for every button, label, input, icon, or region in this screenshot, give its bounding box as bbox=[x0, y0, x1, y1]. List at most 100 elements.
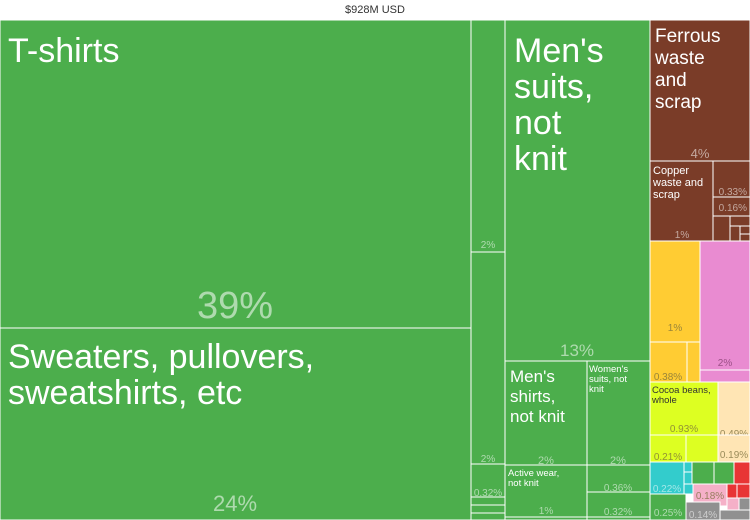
treemap-cell-minor bbox=[738, 497, 750, 511]
treemap-cell-label: Women's suits, not knit bbox=[589, 364, 628, 395]
treemap-cell-rect bbox=[717, 381, 750, 436]
treemap-cell-minor bbox=[736, 483, 750, 499]
treemap-cell-rect bbox=[504, 360, 588, 466]
treemap-cell-label-line: Women's bbox=[589, 364, 628, 375]
treemap-cell-rect bbox=[470, 251, 506, 465]
treemap-cell-rect bbox=[0, 19, 472, 329]
treemap-cell-minor bbox=[726, 483, 738, 499]
treemap-cell-label-line: sweatshirts, etc bbox=[8, 374, 242, 412]
treemap-cell-label: T-shirts bbox=[8, 32, 119, 70]
treemap-cell: 0.33% bbox=[712, 160, 750, 198]
treemap-cell-value: 0.36% bbox=[604, 483, 632, 494]
treemap-cell-label: Men's shirts, not knit bbox=[510, 367, 565, 426]
treemap-cell-rect bbox=[0, 327, 472, 520]
treemap-cell-value: 1% bbox=[675, 230, 690, 241]
treemap-cell: Men's shirts, not knit 2% bbox=[504, 360, 588, 467]
treemap-cell-rect bbox=[586, 491, 651, 518]
treemap-cell: T-shirts 39% bbox=[0, 19, 472, 329]
treemap-cell-rect bbox=[586, 360, 651, 466]
treemap-cell-rect bbox=[504, 19, 651, 362]
treemap-cell-label: Cocoa beans, whole bbox=[651, 385, 711, 406]
treemap-cell-minor bbox=[470, 512, 506, 520]
treemap-cell-rect bbox=[649, 434, 687, 463]
treemap-cell: 0.16% bbox=[712, 196, 750, 217]
treemap-cell: 0.14% bbox=[685, 501, 721, 520]
treemap-cell: 0.49% bbox=[717, 381, 750, 440]
treemap-cell-minor bbox=[713, 461, 735, 485]
treemap-cell-label-line: not knit bbox=[508, 478, 539, 489]
treemap-cell-minor bbox=[691, 461, 715, 485]
treemap-cell-minor bbox=[739, 233, 750, 242]
treemap-cell-rect bbox=[712, 196, 750, 217]
treemap-cell-value: 0.18% bbox=[696, 491, 724, 502]
treemap-cell-value: 2% bbox=[538, 455, 554, 467]
treemap-cell: 0.22% bbox=[649, 461, 685, 495]
treemap-cell-minor bbox=[686, 341, 701, 383]
treemap-cell: 2% bbox=[699, 240, 750, 371]
treemap-cell-value: 24% bbox=[213, 491, 257, 516]
treemap-cell-value: 1% bbox=[668, 323, 683, 334]
treemap-cell-label-line: not knit bbox=[510, 407, 565, 426]
treemap-cell-value: 0.38% bbox=[654, 372, 682, 383]
treemap-cell-value: 0.32% bbox=[604, 507, 632, 518]
treemap-cell-minor bbox=[685, 434, 719, 463]
treemap-cell: Women's suits, not knit 2% bbox=[586, 360, 651, 467]
treemap-cell-value: 0.33% bbox=[719, 187, 747, 198]
treemap-cell: Copper waste and scrap 1% bbox=[649, 160, 714, 242]
treemap-cell: Men's suits, not knit 13% bbox=[504, 19, 651, 362]
treemap-cell-value: 0.93% bbox=[670, 424, 698, 435]
treemap-cell-label: Active wear, not knit bbox=[508, 468, 559, 489]
treemap-cell-label: Men's suits, not knit bbox=[514, 32, 604, 178]
treemap-cell-rect bbox=[504, 464, 588, 518]
treemap-cell: 0.19% bbox=[717, 434, 750, 463]
treemap-cell-label-line: Cocoa beans, bbox=[652, 385, 711, 396]
treemap-cell-minor bbox=[683, 461, 693, 473]
treemap-cell-label-line: Copper bbox=[653, 165, 689, 177]
treemap-cell-value: 0.14% bbox=[689, 510, 717, 520]
treemap-cell-rect bbox=[586, 464, 651, 493]
treemap-cell-rect bbox=[717, 434, 750, 463]
treemap-cell-label-line: scrap bbox=[655, 92, 701, 113]
treemap-cell-label-line: scrap bbox=[653, 189, 680, 201]
treemap-cell-minor bbox=[729, 225, 741, 242]
treemap-cell-value: 0.16% bbox=[719, 203, 747, 214]
chart-total-title: $928M USD bbox=[345, 4, 405, 16]
treemap-cell-label-line: Men's bbox=[510, 367, 555, 386]
treemap-cell-label-line: and bbox=[655, 70, 687, 91]
treemap-cell-minor bbox=[719, 509, 750, 520]
treemap-cell-minor bbox=[739, 225, 750, 235]
treemap-cell-minor bbox=[683, 483, 694, 495]
treemap-cell-label-line: suits, bbox=[514, 68, 593, 106]
treemap-cell: 0.36% bbox=[586, 464, 651, 494]
treemap-cell-label: Copper waste and scrap bbox=[652, 165, 703, 201]
treemap-cell: Ferrous waste and scrap 4% bbox=[649, 19, 750, 162]
treemap-cell-minor bbox=[683, 471, 693, 485]
treemap-cell-value: 39% bbox=[197, 285, 273, 327]
treemap-cell-value: 2% bbox=[610, 455, 626, 467]
treemap-cell-label-line: waste and bbox=[652, 177, 703, 189]
treemap-cell-value: 0.21% bbox=[654, 452, 682, 463]
treemap-cell-minor bbox=[470, 504, 506, 514]
treemap-cell-value: 0.19% bbox=[720, 450, 748, 461]
treemap-cell-value: 13% bbox=[560, 341, 594, 360]
treemap-cell-label-line: T-shirts bbox=[8, 32, 119, 70]
treemap-cell-label: Sweaters, pullovers, sweatshirts, etc bbox=[8, 338, 314, 412]
treemap-cell-value: 4% bbox=[691, 146, 710, 161]
treemap-cell-label-line: suits, not bbox=[589, 374, 627, 385]
treemap-cell-label: Ferrous waste and scrap bbox=[654, 26, 720, 113]
treemap-cell-minor bbox=[699, 369, 750, 383]
treemap-cell: 2% bbox=[470, 251, 506, 465]
treemap-cell-minor bbox=[729, 215, 750, 227]
treemap-cell-label-line: Sweaters, pullovers, bbox=[8, 338, 314, 376]
treemap-cell-value: 0.22% bbox=[653, 484, 681, 495]
treemap-cell-rect bbox=[649, 160, 714, 242]
treemap-cell-rect bbox=[685, 501, 721, 520]
treemap-cell-minor bbox=[712, 215, 731, 242]
treemap-cell: 0.25% bbox=[649, 493, 687, 520]
treemap-cell-label-line: shirts, bbox=[510, 387, 555, 406]
treemap-cell-value: 2% bbox=[718, 358, 733, 369]
treemap-cell-rect bbox=[699, 240, 750, 371]
treemap-cell-label-line: knit bbox=[514, 140, 567, 178]
treemap-cell-value: 0.32% bbox=[474, 488, 502, 499]
treemap-cell-label-line: knit bbox=[589, 384, 604, 395]
